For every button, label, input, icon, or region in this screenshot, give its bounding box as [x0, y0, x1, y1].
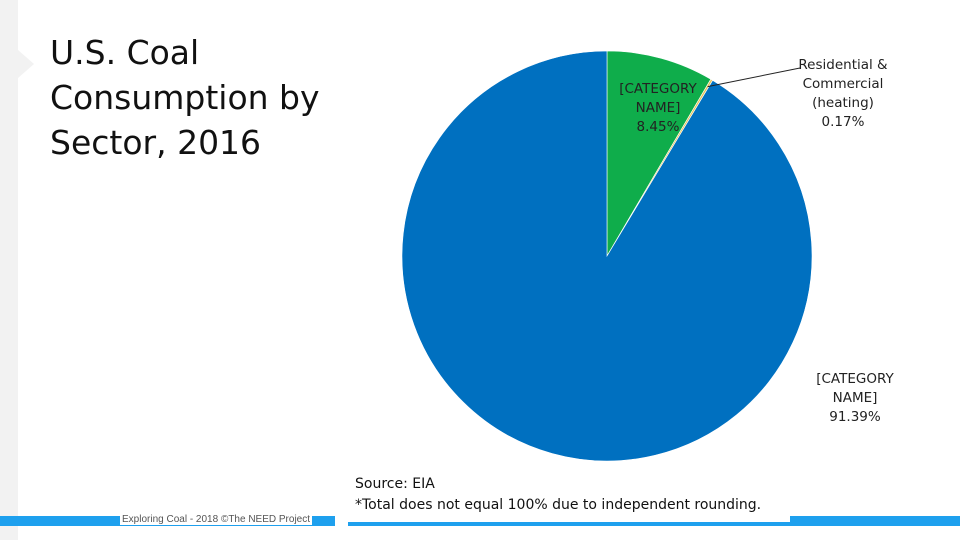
- source-line: Source: EIA: [355, 476, 435, 492]
- footer-bar-middle: [348, 522, 960, 526]
- pie-slice-electric: [401, 50, 813, 462]
- source-note: Source: EIA *Total does not equal 100% d…: [355, 474, 761, 516]
- slice-label-residential-name: Residential & Commercial (heating): [798, 57, 888, 111]
- slice-label-residential: Residential & Commercial (heating) 0.17%: [783, 56, 903, 132]
- slice-label-industrial: [CATEGORY NAME] 8.45%: [598, 80, 718, 137]
- leader-line-residential: [707, 67, 801, 88]
- slice-label-electric-value: 91.39%: [829, 409, 881, 425]
- slide-title: U.S. Coal Consumption by Sector, 2016: [50, 33, 320, 162]
- left-decor-strip: [0, 0, 18, 540]
- slice-label-industrial-value: 8.45%: [636, 119, 680, 135]
- slice-label-electric: [CATEGORY NAME] 91.39%: [800, 370, 910, 427]
- left-decor-notch: [18, 50, 34, 78]
- footer-copyright: Exploring Coal - 2018 ©The NEED Project: [120, 514, 313, 525]
- slice-label-industrial-name: [CATEGORY NAME]: [619, 81, 697, 116]
- footer-bar-right: [790, 516, 960, 526]
- slice-label-residential-value: 0.17%: [821, 114, 865, 130]
- slice-label-electric-name: [CATEGORY NAME]: [816, 371, 894, 406]
- pie-slice-industrial: [606, 50, 712, 258]
- rounding-note: *Total does not equal 100% due to indepe…: [355, 497, 762, 513]
